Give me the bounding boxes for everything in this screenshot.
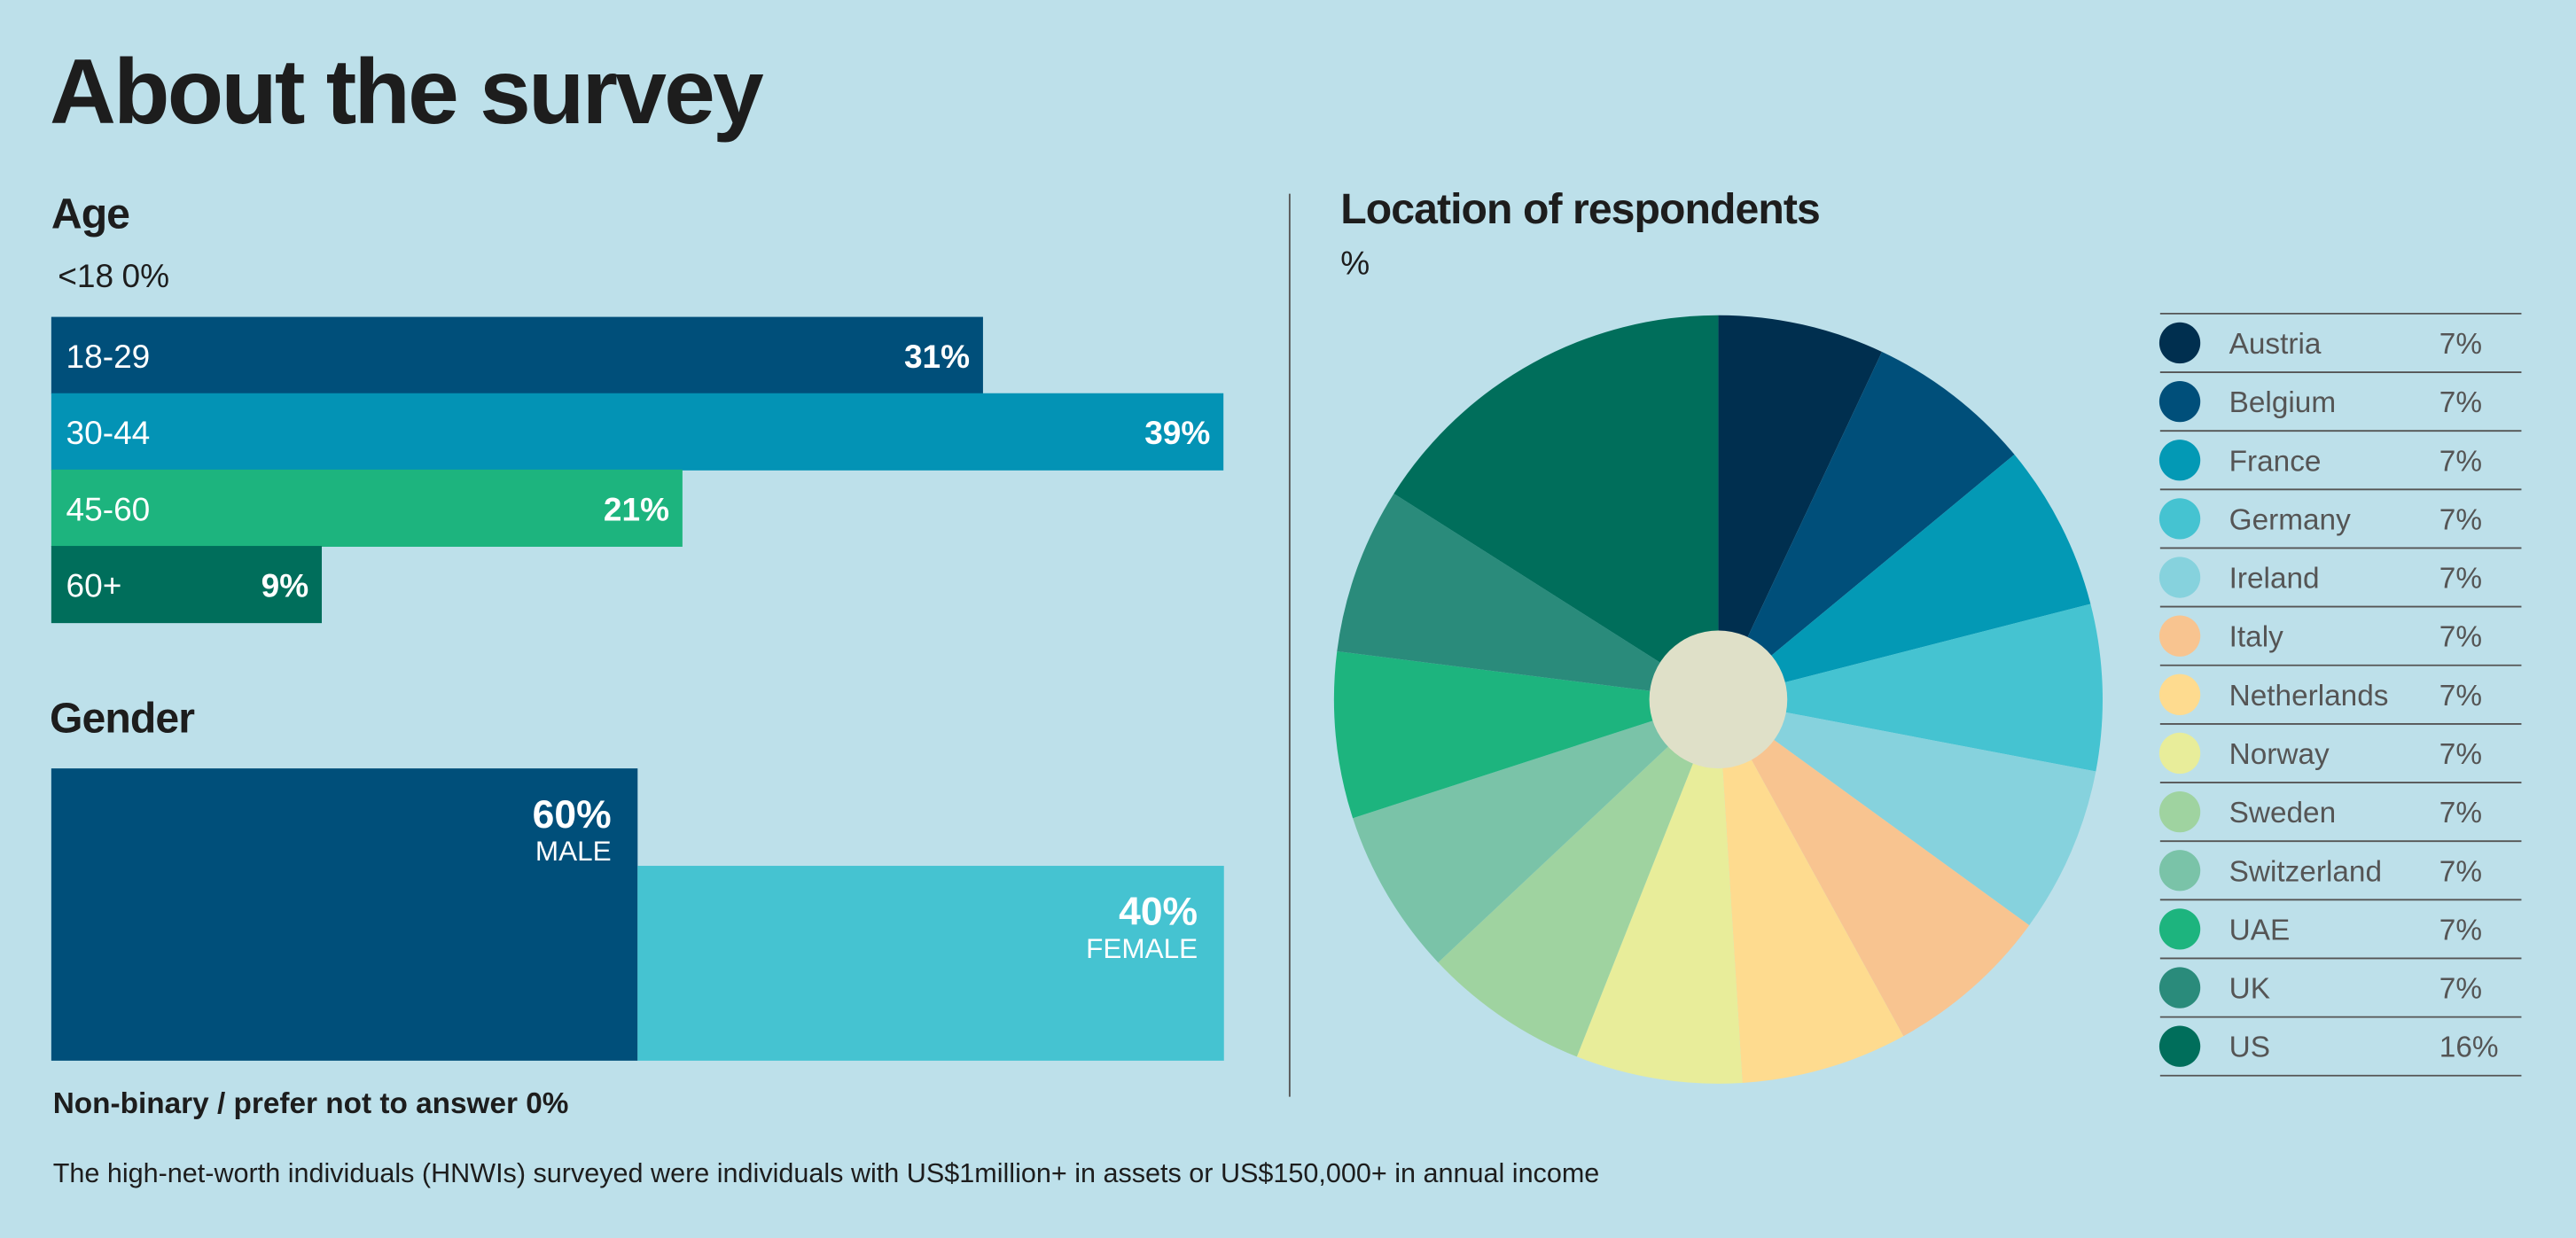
legend-swatch [2158,732,2201,775]
legend-label: Switzerland [2229,855,2382,888]
category-label: FEMALE [1086,932,1198,964]
pie-slice [1718,699,2030,1037]
legend-value: 7% [2439,621,2482,654]
chart-title: Gender [50,694,195,742]
value-label: 0% [122,257,170,294]
legend-swatch [2158,440,2201,481]
legend-value: 7% [2439,328,2482,361]
pie-slice [1718,315,1883,700]
legend-value: 7% [2439,914,2482,946]
value-label: 60% [533,793,612,837]
legend-label: Austria [2229,328,2322,361]
bar [637,866,1224,1061]
value-label: 39% [1144,414,1210,451]
value-label: 21% [604,490,669,527]
legend-value: 7% [2439,386,2482,419]
legend-swatch [2158,850,2201,892]
legend-label: Netherlands [2229,680,2389,712]
category-label: 18-29 [66,338,151,375]
note: Non-binary / prefer not to answer 0% [53,1087,569,1120]
pie-slice [1718,699,2096,926]
legend-label: France [2229,445,2322,478]
category-label: 30-44 [66,414,151,451]
pie-slice [1438,699,1719,1057]
legend-swatch [2158,1025,2201,1067]
legend-value: 7% [2439,680,2482,712]
legend-label: Italy [2229,621,2283,654]
legend-swatch [2158,380,2201,423]
pie-slice [1333,650,1719,819]
bar [51,393,1224,471]
chart-title: Age [51,191,129,238]
legend-value: 7% [2439,503,2482,536]
chart-subtitle: % [1340,244,1370,281]
legend-label: Ireland [2229,563,2320,596]
pie-slice [1353,699,1719,963]
page-title: About the survey [50,40,764,143]
pie-slice [1718,699,1904,1083]
legend-label: UK [2229,973,2270,1006]
legend-value: 7% [2439,563,2482,596]
legend-swatch [2158,674,2201,715]
pie-slice [1718,454,2091,700]
category-label: 60+ [66,566,122,603]
legend-label: Sweden [2229,797,2337,829]
pie-slice [1576,699,1743,1084]
legend-value: 7% [2439,738,2482,771]
bar [51,768,638,1061]
legend-label: US [2229,1032,2270,1064]
legend-value: 7% [2439,445,2482,478]
legend-value: 7% [2439,973,2482,1006]
legend-label: UAE [2229,914,2291,946]
pie-slice [1393,315,1719,700]
value-label: 40% [1119,891,1198,934]
chart-title: Location of respondents [1340,185,1820,233]
legend-label: Norway [2229,738,2330,771]
legend-value: 16% [2439,1032,2499,1064]
pie-slice [1718,603,2103,772]
legend-label: Belgium [2229,386,2336,419]
legend-swatch [2158,498,2201,540]
legend-swatch [2158,557,2201,598]
footnote: The high-net-worth individuals (HNWIs) s… [53,1158,1600,1188]
legend-value: 7% [2439,797,2482,829]
pie-slice [1337,493,1719,700]
value-label: 9% [262,566,309,603]
category-label: <18 [58,257,113,294]
legend-swatch [2158,908,2201,950]
category-label: 45-60 [66,490,151,527]
legend-swatch [2158,790,2201,833]
legend-value: 7% [2439,855,2482,888]
category-label: MALE [535,835,612,867]
legend-swatch [2158,615,2201,657]
pie-slice [1718,351,2015,700]
legend-label: Germany [2229,503,2351,536]
bar [51,469,683,547]
legend-swatch [2158,322,2201,364]
bar [51,316,983,394]
bar [51,546,323,624]
pie-center [1649,630,1788,769]
value-label: 31% [904,338,970,375]
legend-swatch [2158,967,2201,1008]
